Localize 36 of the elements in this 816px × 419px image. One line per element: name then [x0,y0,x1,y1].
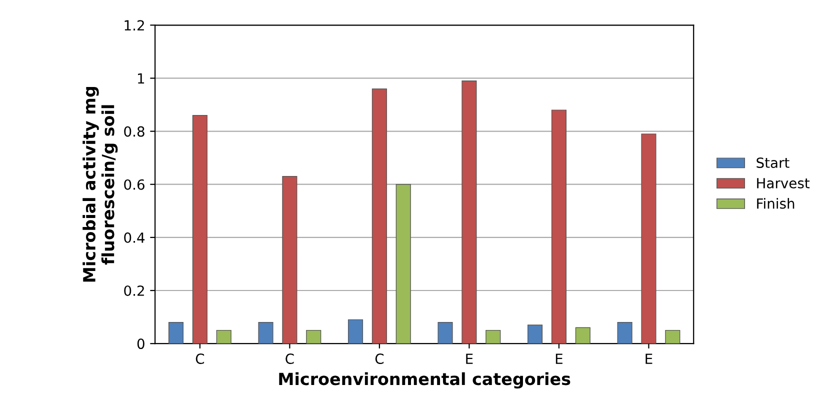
x-tick-label: C [375,354,384,364]
bar [348,319,364,344]
y-tick-label: 0.8 [124,126,144,137]
legend-label: Finish [757,198,794,209]
y-axis-title: Microbial activity mg fluorescein/g soil [82,86,118,282]
bar [641,134,656,344]
x-tick-label: C [286,354,294,364]
bar [372,88,387,344]
y-tick-label: 1.2 [124,20,144,30]
bar [216,330,232,344]
y-tick-label: 1 [138,73,144,84]
x-axis-title: Microenvironmental categories [279,372,570,389]
y-tick-label: 0.4 [124,232,145,243]
bar [575,327,590,344]
x-tick-label: E [466,354,473,364]
legend-label: Harvest [757,178,810,188]
bar [617,322,632,344]
bar [192,115,208,344]
x-tick-label: C [196,354,204,364]
x-tick-label: E [556,354,562,364]
x-tick-label: E [646,354,652,364]
bar [551,110,566,344]
legend-label: Start [756,158,790,168]
bar [396,184,411,344]
bar [665,330,680,344]
y-tick-label: 0.6 [124,179,144,190]
bar [282,176,298,344]
y-tick-label: 0 [137,338,144,350]
bar [438,322,453,344]
y-tick-label: 0.2 [124,285,144,296]
bar [486,330,501,344]
bar [462,80,477,344]
bar [527,324,543,344]
bar [168,322,184,344]
bar [258,322,274,344]
bar [306,330,322,344]
